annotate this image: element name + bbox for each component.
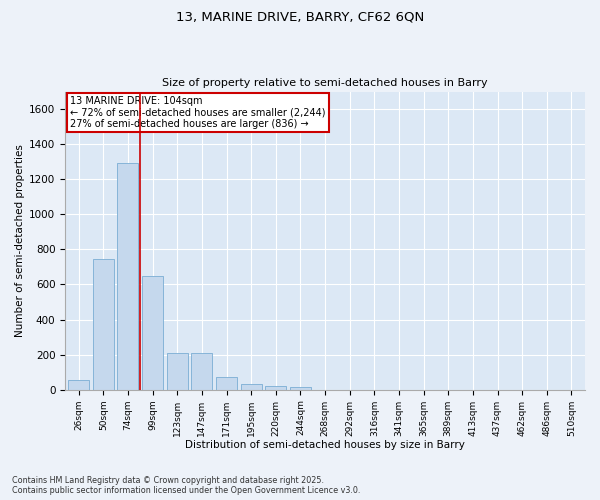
Bar: [191, 353, 212, 390]
Text: 13 MARINE DRIVE: 104sqm
← 72% of semi-detached houses are smaller (2,244)
27% of: 13 MARINE DRIVE: 104sqm ← 72% of semi-de…: [70, 96, 326, 129]
Text: Contains HM Land Registry data © Crown copyright and database right 2025.
Contai: Contains HM Land Registry data © Crown c…: [12, 476, 361, 495]
Bar: [290, 387, 311, 390]
Bar: [216, 376, 237, 390]
Title: Size of property relative to semi-detached houses in Barry: Size of property relative to semi-detach…: [162, 78, 488, 88]
Bar: [118, 162, 139, 390]
Bar: [142, 276, 163, 390]
Bar: [241, 384, 262, 390]
Bar: [93, 259, 114, 390]
Y-axis label: Number of semi-detached properties: Number of semi-detached properties: [15, 144, 25, 337]
X-axis label: Distribution of semi-detached houses by size in Barry: Distribution of semi-detached houses by …: [185, 440, 465, 450]
Text: 13, MARINE DRIVE, BARRY, CF62 6QN: 13, MARINE DRIVE, BARRY, CF62 6QN: [176, 10, 424, 23]
Bar: [167, 353, 188, 390]
Bar: [68, 380, 89, 390]
Bar: [265, 386, 286, 390]
